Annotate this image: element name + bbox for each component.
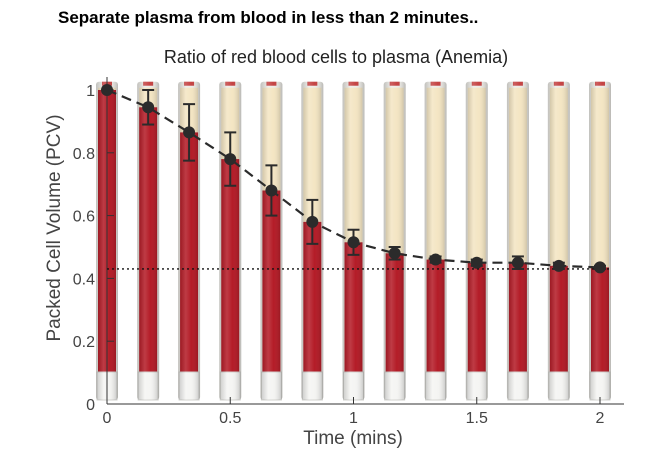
data-point xyxy=(183,126,196,139)
tube-shading xyxy=(260,81,283,400)
chart-title: Ratio of red blood cells to plasma (Anem… xyxy=(164,47,508,67)
x-tick-label: 1.5 xyxy=(466,410,488,427)
data-point xyxy=(224,153,237,166)
x-tick-label: 0 xyxy=(103,410,112,427)
data-point xyxy=(101,84,113,96)
headline: Separate plasma from blood in less than … xyxy=(58,8,479,27)
data-point xyxy=(429,253,442,266)
data-point xyxy=(552,259,565,272)
data-point xyxy=(142,101,155,114)
y-tick-label: 0.4 xyxy=(73,271,95,288)
x-axis-label: Time (mins) xyxy=(303,428,403,449)
tube xyxy=(137,81,160,401)
axes xyxy=(106,77,624,405)
data-point xyxy=(470,256,483,269)
x-tick-label: 2 xyxy=(596,410,605,427)
data-point xyxy=(347,236,360,249)
y-tick-label: 0 xyxy=(86,397,95,414)
tube xyxy=(547,81,570,401)
tube xyxy=(589,81,611,401)
y-tick-label: 0.8 xyxy=(73,146,95,163)
tube-shading xyxy=(383,81,406,400)
data-point xyxy=(306,215,319,228)
y-tick-label: 1 xyxy=(86,83,95,100)
blood-tubes-photo xyxy=(96,81,611,401)
tube-shading xyxy=(589,81,611,400)
tube-shading xyxy=(506,81,529,400)
y-tick-label: 0.2 xyxy=(73,334,95,351)
data-point xyxy=(265,184,278,197)
tube-shading xyxy=(424,81,447,400)
data-point xyxy=(594,261,606,274)
tube xyxy=(260,81,283,401)
tube-shading xyxy=(137,81,160,400)
tube-shading xyxy=(547,81,570,400)
data-point xyxy=(511,256,524,269)
y-axis-label: Packed Cell Volume (PCV) xyxy=(44,114,65,341)
tube xyxy=(506,81,529,401)
tube-shading xyxy=(465,81,488,400)
x-tick-label: 0.5 xyxy=(219,410,241,427)
tube xyxy=(424,81,447,401)
tube xyxy=(383,81,406,401)
y-tick-label: 0.6 xyxy=(73,209,95,226)
tube xyxy=(465,81,488,401)
tube xyxy=(219,81,242,401)
data-point xyxy=(388,247,401,260)
x-tick-label: 1 xyxy=(349,410,358,427)
tube-shading xyxy=(219,81,242,400)
